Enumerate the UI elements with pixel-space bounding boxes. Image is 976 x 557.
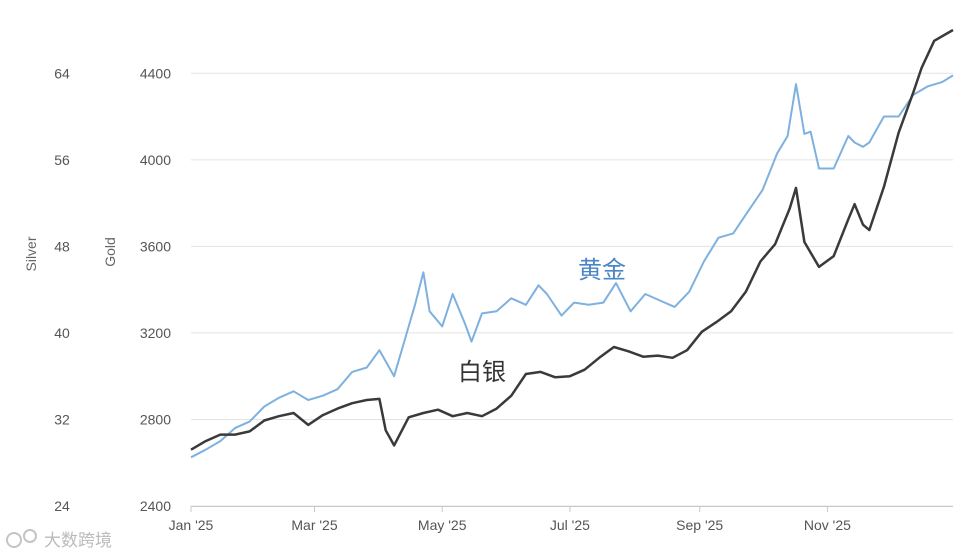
silver-axis: 24 32 40 48 56 64 — [54, 65, 70, 514]
gold-tick-label: 3600 — [140, 238, 171, 254]
gold-tick-label: 4400 — [140, 65, 171, 81]
gold-tick-label: 2400 — [140, 498, 171, 514]
silver-tick-label: 48 — [54, 238, 70, 254]
silver-tick-label: 40 — [54, 325, 70, 341]
watermark: 大数跨境 — [6, 529, 112, 551]
silver-series-line — [190, 28, 954, 451]
x-tick-label: Jul '25 — [550, 517, 590, 533]
watermark-logo-dot — [23, 529, 37, 543]
gold-axis-title: Gold — [102, 237, 118, 267]
series-lines — [190, 28, 954, 459]
silver-tick-label: 32 — [54, 411, 70, 427]
gold-axis: 2400 2800 3200 3600 4000 4400 — [140, 65, 171, 514]
silver-tick-label: 24 — [54, 498, 70, 514]
silver-series-label: 白银 — [458, 358, 506, 386]
silver-tick-label: 64 — [54, 65, 70, 81]
x-tick-label: Sep '25 — [676, 517, 723, 533]
x-tick-label: Nov '25 — [804, 517, 851, 533]
silver-axis-title: Silver — [23, 236, 39, 271]
x-tick-label: Mar '25 — [291, 517, 337, 533]
x-axis: Jan '25 Mar '25 May '25 Jul '25 Sep '25 Nov '… — [169, 506, 953, 533]
gold-tick-label: 2800 — [140, 411, 171, 427]
watermark-logo-icon — [6, 532, 22, 548]
gold-tick-label: 3200 — [140, 325, 171, 341]
x-tick-label: Jan '25 — [169, 517, 214, 533]
silver-tick-label: 56 — [54, 152, 70, 168]
gold-tick-label: 4000 — [140, 152, 171, 168]
gold-series-line — [190, 74, 954, 459]
watermark-text: 大数跨境 — [44, 531, 112, 551]
gridlines — [191, 72, 953, 507]
gold-series-label: 黄金 — [578, 256, 626, 284]
x-tick-label: May '25 — [418, 517, 467, 533]
